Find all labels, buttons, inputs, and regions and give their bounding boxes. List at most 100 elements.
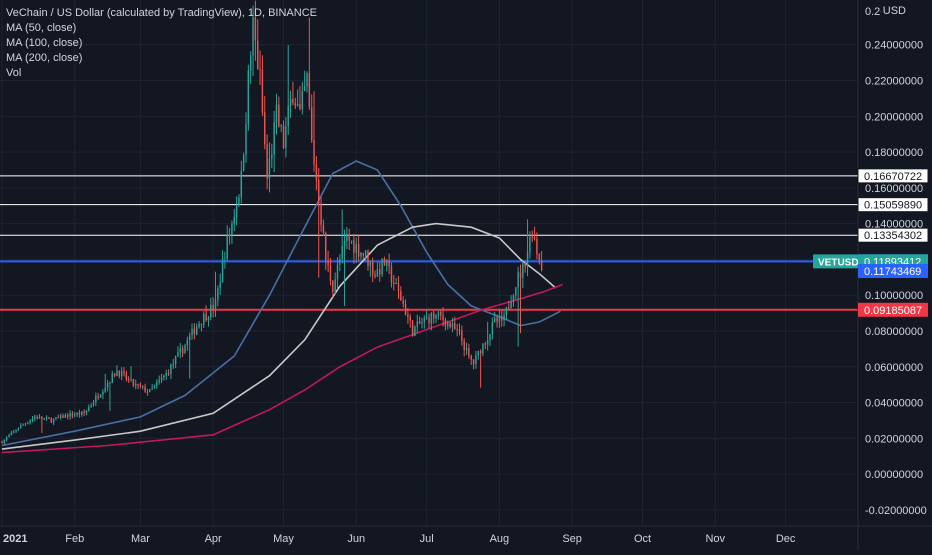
time-axis: 2021 Feb Mar Apr May Jun Jul Aug Sep Oct Nov Dec	[0, 525, 932, 545]
candle-body	[1, 441, 3, 444]
candle-body	[15, 430, 17, 432]
candle-body	[404, 303, 407, 315]
price-tick-label: 0.22000000	[865, 76, 923, 88]
candle-body	[329, 264, 332, 281]
candle-body	[5, 437, 8, 440]
candle-body	[120, 371, 123, 377]
candle-body	[325, 232, 327, 261]
level-tag-bg	[857, 168, 929, 184]
candle-body	[111, 373, 113, 383]
legend-volume[interactable]: Vol	[6, 67, 22, 79]
level-tag-label: 0.13354302	[864, 230, 922, 242]
candle-body	[52, 418, 55, 423]
candle-body	[181, 348, 184, 354]
candle-body	[261, 69, 264, 113]
currency-label[interactable]: USD	[880, 5, 908, 17]
candle-body	[3, 439, 6, 444]
candle-body	[475, 355, 477, 365]
candle-body	[125, 373, 128, 380]
candle-body	[88, 407, 90, 411]
candle-body	[203, 313, 205, 325]
legend-ma100[interactable]: MA (100, close)	[6, 37, 83, 49]
candle-body	[123, 371, 125, 374]
candle-body	[78, 412, 81, 415]
candle-body	[538, 254, 540, 261]
level-tag-label: 0.09185087	[864, 305, 922, 317]
candle-body	[83, 411, 85, 414]
candle-body	[139, 384, 142, 387]
candle-body	[303, 86, 306, 91]
candle-body	[252, 17, 254, 56]
candle-body	[177, 352, 179, 357]
candle-body	[17, 428, 20, 431]
candle-body	[247, 70, 250, 125]
candle-body	[306, 73, 308, 87]
candle-body	[322, 224, 325, 233]
candle-body	[390, 266, 393, 283]
candle-body	[343, 240, 346, 246]
candle-body	[264, 112, 266, 145]
candle-body	[118, 370, 121, 377]
candle-body	[36, 416, 38, 419]
candle-body	[294, 103, 296, 107]
candle-body	[416, 321, 418, 327]
candle-body	[447, 322, 449, 327]
candle-body	[45, 417, 48, 419]
candle-body	[472, 359, 475, 365]
candle-body	[174, 356, 177, 364]
candle-body	[153, 385, 156, 389]
candle-body	[188, 335, 191, 340]
legend-ma200[interactable]: MA (200, close)	[6, 52, 83, 64]
candle-body	[437, 311, 440, 315]
candle-body	[517, 272, 519, 288]
candle-body	[456, 328, 458, 330]
candle-body	[491, 322, 494, 335]
candle-body	[64, 414, 67, 418]
candle-body	[116, 370, 118, 376]
candle-body	[374, 274, 376, 277]
candle-body	[151, 388, 153, 390]
candle-body	[458, 329, 461, 331]
candle-body	[432, 312, 435, 319]
candle-body	[367, 250, 369, 267]
candle-body	[292, 98, 294, 104]
candle-body	[498, 315, 501, 322]
candle-body	[214, 299, 217, 310]
legend-ma50[interactable]: MA (50, close)	[6, 22, 77, 34]
chart-legend: VeChain / US Dollar (calculated by Tradi…	[6, 6, 317, 81]
candle-body	[533, 237, 536, 240]
candle-body	[217, 288, 219, 300]
candle-body	[240, 170, 243, 198]
candle-body	[179, 348, 182, 353]
price-tick-label: 0.18000000	[865, 147, 923, 159]
candle-body	[430, 312, 433, 324]
candle-body	[327, 260, 329, 265]
candle-body	[43, 418, 45, 420]
candle-body	[531, 236, 533, 238]
candle-body	[489, 334, 491, 340]
time-tick-label: Oct	[634, 533, 651, 545]
candle-body	[341, 245, 343, 259]
candle-body	[268, 158, 271, 179]
candle-body	[540, 260, 543, 271]
candle-body	[280, 125, 282, 127]
candle-body	[127, 379, 130, 381]
symbol-title[interactable]: VeChain / US Dollar (calculated by Tradi…	[6, 7, 317, 19]
time-tick-label: May	[273, 533, 294, 545]
candle-body	[451, 323, 454, 328]
price-tick-label: 0.08000000	[865, 326, 923, 338]
candle-body	[444, 319, 447, 327]
candle-body	[130, 379, 132, 381]
candle-body	[299, 103, 301, 110]
price-tag-label: 0.11743469	[864, 266, 921, 278]
candle-body	[104, 387, 106, 392]
candle-body	[313, 140, 315, 165]
candle-body	[493, 317, 496, 323]
candle-body	[41, 416, 43, 419]
candle-body	[109, 382, 111, 384]
time-tick-label: Apr	[205, 533, 222, 545]
candle-body	[254, 17, 257, 41]
candle-body	[97, 396, 99, 398]
